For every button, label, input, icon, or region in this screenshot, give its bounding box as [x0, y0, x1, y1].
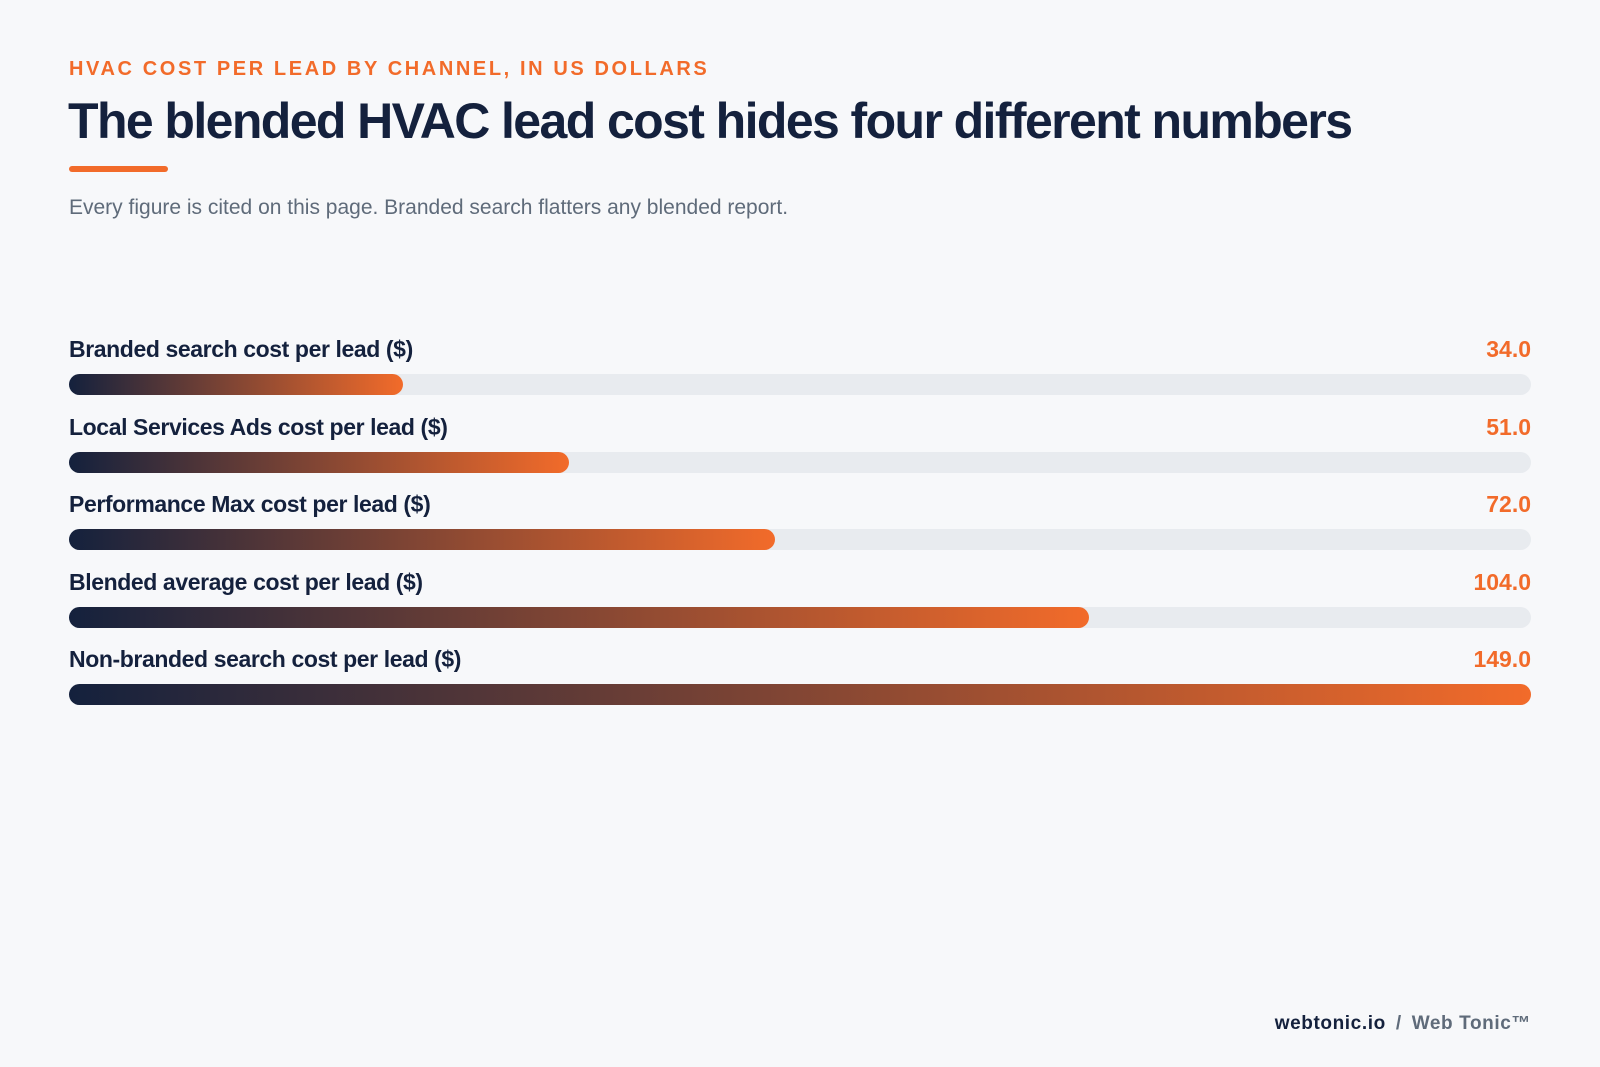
bar-track	[69, 374, 1531, 395]
footer-site: webtonic.io	[1274, 1013, 1386, 1034]
bar-label: Branded search cost per lead ($)	[69, 336, 413, 362]
bar-row: Performance Max cost per lead ($) 72.0	[69, 491, 1531, 569]
bar	[69, 606, 1090, 628]
chart-eyebrow: HVAC COST PER LEAD BY CHANNEL, IN US DOL…	[69, 58, 710, 80]
bar	[69, 529, 776, 550]
bar-row: Branded search cost per lead ($) 34.0	[69, 336, 1531, 414]
bar-label: Performance Max cost per lead ($)	[69, 491, 431, 517]
chart-subtitle: Every figure is cited on this page. Bran…	[69, 196, 789, 219]
bar	[69, 684, 1531, 705]
bar-value-label: 72.0	[1486, 491, 1531, 517]
bar-chart: Branded search cost per lead ($) 34.0 Loca…	[69, 336, 1531, 724]
bar	[69, 451, 570, 473]
bar-track	[69, 606, 1531, 628]
bar-value-label: 149.0	[1473, 646, 1531, 672]
bar-track	[69, 529, 1531, 550]
footer-brand: Web Tonic™	[1411, 1013, 1531, 1034]
bar-value-label: 104.0	[1473, 568, 1531, 595]
bar-label: Blended average cost per lead ($)	[69, 568, 423, 595]
bar-label: Non-branded search cost per lead ($)	[69, 646, 462, 672]
bar-label: Local Services Ads cost per lead ($)	[69, 413, 448, 440]
bar	[69, 374, 403, 395]
bar-row: Blended average cost per lead ($) 104.0	[69, 569, 1531, 647]
bar-value-label: 51.0	[1486, 413, 1531, 440]
bar-value-label: 34.0	[1486, 336, 1531, 362]
title-accent-rule	[69, 166, 168, 172]
bar-row: Non-branded search cost per lead ($) 149.…	[69, 646, 1531, 724]
footer-separator: /	[1395, 1013, 1402, 1034]
bar-track	[69, 684, 1531, 705]
bar-row: Local Services Ads cost per lead ($) 51.0	[69, 414, 1531, 492]
footer-credit: webtonic.io / Web Tonic™	[1275, 1013, 1531, 1035]
bar-track	[69, 451, 1531, 473]
chart-title: The blended HVAC lead cost hides four di…	[68, 93, 1353, 149]
